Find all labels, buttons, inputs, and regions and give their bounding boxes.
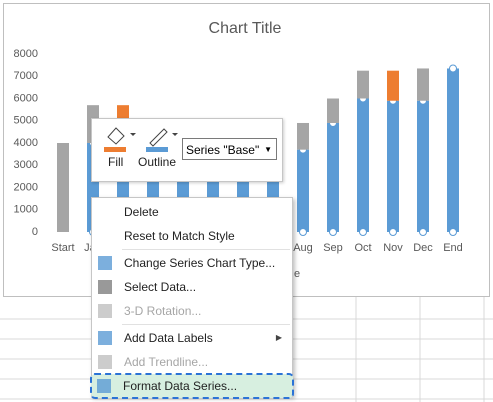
fill-label[interactable]: Fill xyxy=(108,155,124,169)
menu-icon xyxy=(97,379,111,393)
menu-icon xyxy=(98,304,112,318)
menu-item: 3-D Rotation... xyxy=(92,299,292,323)
fill-icon[interactable] xyxy=(100,123,140,157)
x-tick-label: Nov xyxy=(383,242,403,254)
chart-title: Chart Title xyxy=(209,20,282,37)
bar xyxy=(357,70,369,99)
bar xyxy=(357,98,369,232)
menu-item-label: Change Series Chart Type... xyxy=(124,256,276,270)
menu-item-label: 3-D Rotation... xyxy=(124,304,202,318)
y-tick-label: 4000 xyxy=(14,137,38,149)
series-dropdown-text: Series "Base" xyxy=(186,143,260,157)
context-menu: Delete Reset to Match Style Change Series … xyxy=(90,197,294,399)
y-tick-label: 5000 xyxy=(14,115,38,127)
menu-item[interactable]: Add Data Labels ▶ xyxy=(92,326,292,350)
menu-separator xyxy=(122,249,290,250)
y-tick-label: 3000 xyxy=(14,159,38,171)
y-tick-label: 6000 xyxy=(14,92,38,104)
menu-icon xyxy=(98,355,112,369)
menu-item-label: Reset to Match Style xyxy=(124,229,235,243)
selection-handle xyxy=(449,64,457,73)
selection-handle xyxy=(299,228,307,236)
bar xyxy=(387,70,399,101)
menu-separator xyxy=(122,324,290,325)
mini-toolbar: Fill Outline Series "Base" ▼ xyxy=(91,118,283,182)
menu-item[interactable]: Select Data... xyxy=(92,275,292,299)
x-tick-label: Sep xyxy=(323,242,343,254)
selection-handle xyxy=(359,228,367,236)
menu-item-label: Add Trendline... xyxy=(124,355,209,369)
menu-item[interactable]: Reset to Match Style xyxy=(92,224,292,248)
menu-item[interactable]: Format Data Series... xyxy=(90,373,294,399)
menu-item-label: Select Data... xyxy=(124,280,197,294)
submenu-arrow: ▶ xyxy=(275,333,282,342)
bar xyxy=(327,98,339,123)
menu-item[interactable]: Delete xyxy=(92,200,292,224)
menu-item-label: Delete xyxy=(124,205,159,219)
menu-icon xyxy=(98,256,112,270)
menu-item-label: Format Data Series... xyxy=(123,379,238,393)
x-tick-label: Start xyxy=(51,242,74,254)
menu-item: Add Trendline... xyxy=(92,350,292,374)
menu-item-label: Add Data Labels xyxy=(124,331,213,345)
bar xyxy=(447,68,459,233)
menu-item[interactable]: Change Series Chart Type... xyxy=(92,251,292,275)
bar xyxy=(297,149,309,232)
bar xyxy=(417,100,429,232)
x-tick-label: Oct xyxy=(354,242,371,254)
y-tick-label: 0 xyxy=(32,226,38,238)
y-tick-label: 7000 xyxy=(14,70,38,82)
menu-icon xyxy=(98,331,112,345)
selection-handle xyxy=(419,228,427,236)
selection-handle xyxy=(329,228,337,236)
x-tick-label: Aug xyxy=(293,242,313,254)
bar xyxy=(57,143,69,232)
menu-icon xyxy=(98,280,112,294)
bar xyxy=(297,122,309,150)
x-tick-label: End xyxy=(443,242,463,254)
bar xyxy=(417,68,429,101)
selection-handle xyxy=(449,228,457,236)
y-tick-label: 1000 xyxy=(14,204,38,216)
y-tick-label: 8000 xyxy=(14,48,38,60)
bar xyxy=(387,100,399,232)
outline-label[interactable]: Outline xyxy=(138,155,177,169)
x-tick-label: Dec xyxy=(413,242,433,254)
y-tick-label: 2000 xyxy=(14,181,38,193)
series-dropdown[interactable]: Series "Base" ▼ xyxy=(182,138,277,160)
bar xyxy=(327,122,339,232)
outline-icon[interactable] xyxy=(142,123,182,157)
x-axis-title: e xyxy=(294,268,300,280)
selection-handle xyxy=(389,228,397,236)
